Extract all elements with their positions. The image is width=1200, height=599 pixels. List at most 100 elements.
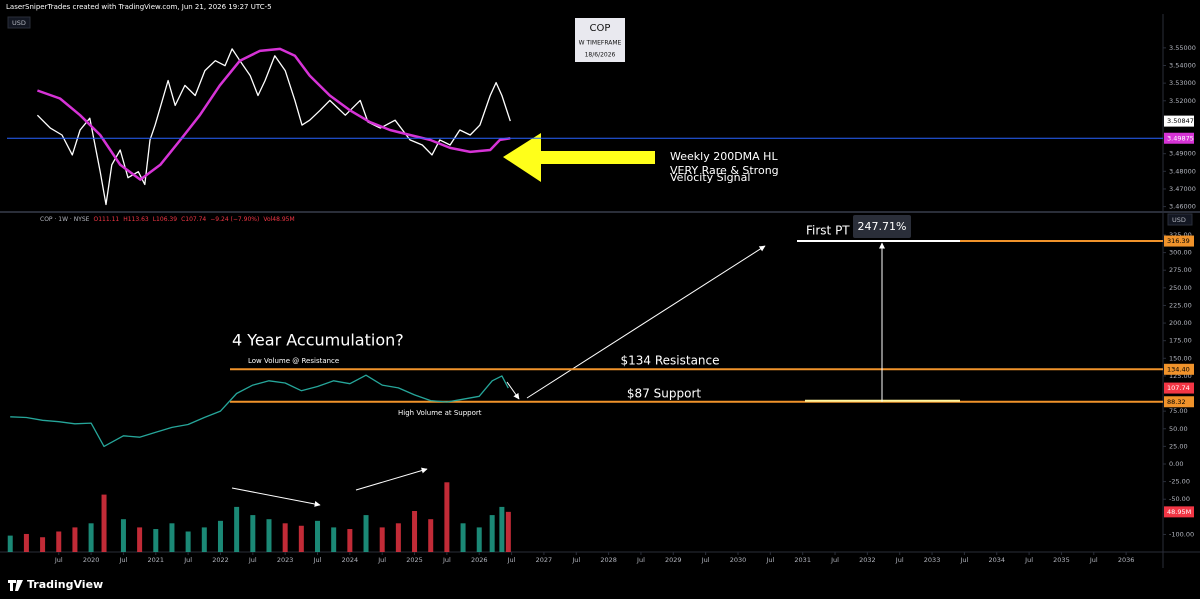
y-tick-label: 225.00 (1169, 301, 1192, 309)
y-tick-label: 50.00 (1169, 425, 1188, 433)
y-tick-label: 300.00 (1169, 249, 1192, 257)
annotation: VERY Rare & Strong (670, 164, 779, 177)
volume-bar (363, 515, 369, 552)
x-tick-label: Jul (1024, 556, 1033, 564)
legend-part: COP · 1W · NYSE (40, 216, 90, 223)
measure-box (853, 215, 911, 238)
annotation: $134 Resistance (620, 354, 719, 368)
currency: USD (12, 19, 26, 27)
level-label: 316.39 (1167, 237, 1190, 245)
y-tick-label: 3.46000 (1169, 203, 1196, 211)
title-box (575, 18, 625, 62)
y-tick-label: 3.54000 (1169, 62, 1196, 70)
y-tick-label: 125.00 (1169, 372, 1192, 380)
volume-bar (395, 523, 401, 552)
volume-bar (489, 515, 495, 552)
x-tick-label: 2032 (859, 556, 876, 564)
last-value-label: 3.49875 (1167, 134, 1194, 142)
volume-bar (460, 523, 466, 552)
y-tick-label: 0.00 (1169, 460, 1183, 468)
volume-bar (101, 494, 107, 552)
x-tick-label: Jul (1089, 556, 1098, 564)
x-tick-label: 2033 (924, 556, 941, 564)
arrow (355, 467, 428, 491)
volume-bar (428, 519, 434, 552)
volume-bar (476, 527, 482, 552)
last-value-label-box (1164, 132, 1194, 144)
x-tick-label: Jul (313, 556, 322, 564)
volume-bar (7, 535, 13, 552)
annotation: Velocity Signal (670, 171, 750, 184)
legend-part: C107.74 (181, 216, 206, 223)
annotation: $87 Support (627, 387, 701, 401)
measure-label: 247.71% (858, 220, 907, 233)
annotation: Low Volume @ Resistance (248, 357, 339, 365)
arrow (231, 487, 321, 507)
legend-part: −9.24 (−7.90%) (210, 216, 259, 223)
level-label: 88.32 (1167, 398, 1186, 406)
volume-bar (185, 531, 191, 552)
x-tick-label: Jul (765, 556, 774, 564)
volume-bar (234, 506, 240, 552)
y-tick-label: 275.00 (1169, 266, 1192, 274)
volume-bar (201, 527, 207, 552)
volume-bar (23, 533, 29, 552)
legend-part: Vol48.95M (263, 216, 294, 223)
y-tick-label: 175.00 (1169, 337, 1192, 345)
y-tick-label: 75.00 (1169, 407, 1188, 415)
yellow-arrow (503, 133, 655, 182)
volume-last-label: 48.95M (1167, 508, 1191, 516)
x-tick-label: 2027 (536, 556, 553, 564)
volume-bar (266, 519, 272, 552)
annotation: 4 Year Accumulation? (232, 331, 404, 350)
volume-bar (298, 525, 304, 552)
legend-part: L106.39 (153, 216, 178, 223)
header-text: LaserSniperTrades created with TradingVi… (6, 3, 272, 11)
volume-bar (137, 527, 143, 552)
currency: USD (1172, 216, 1186, 224)
last-value-label-box (1164, 115, 1194, 127)
x-tick-label: 2035 (1053, 556, 1070, 564)
last-value-label: 3.50847 (1167, 117, 1194, 125)
volume-bar (412, 511, 418, 552)
y-tick-label: -50.00 (1169, 495, 1190, 503)
level-label-box (1164, 396, 1194, 408)
volume-bar (88, 523, 94, 552)
x-tick-label: Jul (959, 556, 968, 564)
annotation: High Volume at Support (398, 409, 482, 417)
last-price-label: 107.74 (1167, 384, 1190, 392)
x-tick-label: 2025 (406, 556, 423, 564)
symbol-legend: COP · 1W · NYSE O111.11 H113.63 L106.39 C107… (40, 216, 295, 223)
currency-box (1167, 213, 1193, 226)
x-tick-label: Jul (830, 556, 839, 564)
x-tick-label: 2034 (988, 556, 1005, 564)
y-tick-label: 3.49000 (1169, 150, 1196, 158)
x-tick-label: 2022 (212, 556, 229, 564)
volume-bar (169, 523, 175, 552)
x-tick-label: 2029 (665, 556, 682, 564)
legend-part: H113.63 (123, 216, 149, 223)
date-label: 18/6/2026 (585, 52, 616, 59)
arrow (526, 245, 766, 399)
volume-bar (379, 527, 385, 552)
volume-bar (40, 537, 46, 552)
x-tick-label: 2026 (471, 556, 488, 564)
volume-last-label-box (1164, 506, 1194, 518)
x-tick-label: 2020 (83, 556, 100, 564)
y-tick-label: 3.47000 (1169, 185, 1196, 193)
y-tick-label: 3.48000 (1169, 167, 1196, 175)
x-tick-label: Jul (248, 556, 257, 564)
volume-bar (250, 515, 256, 552)
last-price-label-box (1164, 382, 1194, 394)
y-tick-label: 200.00 (1169, 319, 1192, 327)
footer-brand: TradingView (27, 578, 103, 591)
x-tick-label: Jul (571, 556, 580, 564)
chart-subtitle: W TIMEFRAME (579, 40, 622, 47)
x-tick-label: 2030 (730, 556, 747, 564)
legend-part: O111.11 (93, 216, 119, 223)
series-line (10, 374, 509, 448)
logo-icon (8, 580, 23, 591)
volume-bar (120, 519, 126, 552)
y-tick-label: -25.00 (1169, 478, 1190, 486)
